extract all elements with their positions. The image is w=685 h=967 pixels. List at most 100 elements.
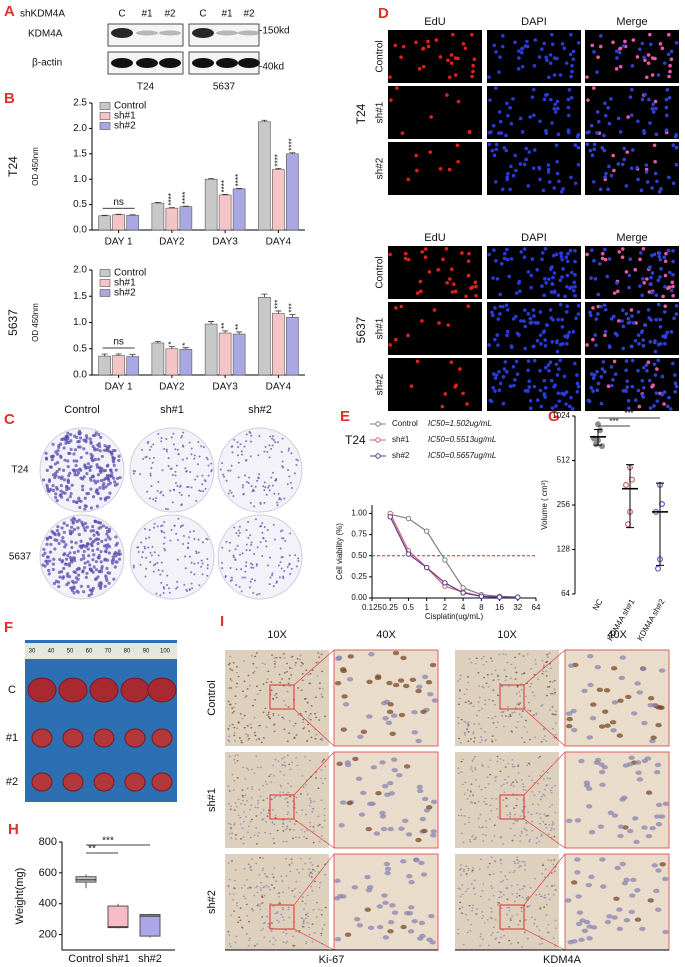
ihc-nucleus xyxy=(242,836,245,838)
ihc-nucleus xyxy=(257,834,260,837)
cell-nucleus xyxy=(568,52,573,57)
ihc-nucleus xyxy=(279,656,282,659)
ihc-nucleus xyxy=(472,867,475,869)
colony xyxy=(49,454,53,459)
cell-nucleus xyxy=(519,250,523,254)
ihc-nucleus xyxy=(464,734,467,736)
ihc-nucleus xyxy=(523,861,526,863)
ihc-nucleus xyxy=(531,791,534,793)
ihc-nucleus xyxy=(255,843,258,845)
side-label: T24 xyxy=(6,156,20,177)
ihc-nucleus xyxy=(257,903,260,905)
colony xyxy=(160,525,163,528)
microscopy-image xyxy=(388,142,482,195)
zoom-connector xyxy=(523,853,566,951)
ihc-nucleus xyxy=(273,823,276,826)
marker-label: -40kd xyxy=(259,62,284,73)
colony xyxy=(68,575,72,579)
colony xyxy=(257,454,260,457)
ihc-nucleus xyxy=(554,733,557,736)
ihc-nucleus xyxy=(253,834,256,837)
colony xyxy=(176,539,179,542)
colony xyxy=(250,541,253,544)
ihc-nucleus xyxy=(473,893,476,895)
cell-nucleus xyxy=(445,281,449,285)
cell-nucleus xyxy=(616,116,621,121)
ihc-nucleus xyxy=(513,807,516,809)
cell-nucleus xyxy=(508,106,512,110)
cell-nucleus xyxy=(507,274,512,279)
colony xyxy=(64,441,68,445)
ihc-nucleus xyxy=(587,682,594,688)
colony xyxy=(47,489,52,493)
ihc-nucleus xyxy=(471,904,474,907)
cell-nucleus xyxy=(658,317,663,322)
cell-nucleus xyxy=(600,367,605,371)
colony xyxy=(105,546,109,550)
cell-nucleus xyxy=(656,358,660,363)
cell-nucleus xyxy=(620,255,625,259)
ihc-nucleus xyxy=(243,803,246,806)
cell-nucleus xyxy=(671,181,676,186)
ihc-nucleus xyxy=(528,775,531,778)
ihc-nucleus xyxy=(542,778,545,780)
cell-nucleus xyxy=(542,41,547,46)
ihc-nucleus xyxy=(585,882,593,888)
cell-nucleus xyxy=(520,50,524,55)
cell-nucleus xyxy=(487,252,491,257)
ihc-nucleus xyxy=(281,764,284,766)
ihc-nucleus xyxy=(262,867,265,870)
colony xyxy=(261,522,264,525)
colony xyxy=(282,575,285,578)
cell-nucleus xyxy=(587,130,591,134)
colony xyxy=(146,490,149,493)
colony xyxy=(185,470,188,473)
cell-nucleus xyxy=(656,278,661,283)
ihc-nucleus xyxy=(509,784,512,786)
ihc-nucleus xyxy=(398,712,406,718)
ihc-nucleus xyxy=(302,786,305,789)
ihc-nucleus xyxy=(590,925,598,930)
ihc-nucleus xyxy=(292,725,295,727)
ihc-nucleus xyxy=(320,777,323,780)
colony xyxy=(225,479,228,482)
ihc-nucleus xyxy=(515,896,518,898)
ihc-nucleus xyxy=(607,810,614,816)
ihc-nucleus xyxy=(658,668,666,673)
ihc-nucleus xyxy=(606,914,613,919)
ihc-nucleus xyxy=(540,740,543,743)
ihc-nucleus xyxy=(389,731,396,736)
colony xyxy=(221,567,224,570)
colony xyxy=(144,456,147,459)
ihc-nucleus xyxy=(317,787,320,790)
ihc-nucleus xyxy=(344,762,352,768)
ihc-nucleus xyxy=(247,734,250,736)
cell-nucleus xyxy=(548,53,553,57)
colony xyxy=(57,475,61,480)
cell-nucleus xyxy=(633,339,638,343)
ihc-nucleus xyxy=(247,674,250,677)
colony xyxy=(103,549,108,553)
ihc-nucleus xyxy=(250,818,253,821)
ihc-nucleus xyxy=(302,919,305,922)
ihc-nucleus xyxy=(228,687,231,689)
ihc-nucleus xyxy=(287,887,290,889)
ihc-nucleus xyxy=(250,858,253,860)
colony xyxy=(245,440,248,443)
ihc-nucleus xyxy=(246,787,249,790)
significance-label: **** xyxy=(234,174,243,186)
ihc-nucleus xyxy=(467,730,470,733)
ihc-nucleus xyxy=(304,917,307,920)
cell-nucleus xyxy=(653,56,657,61)
ihc-nucleus xyxy=(268,775,271,778)
ihc-nucleus xyxy=(312,909,315,911)
cell-nucleus xyxy=(571,57,576,62)
ihc-nucleus xyxy=(232,893,235,895)
colony xyxy=(206,574,209,577)
cell-nucleus xyxy=(542,97,547,102)
cell-line-label: 5637 xyxy=(213,82,236,93)
colony xyxy=(88,468,92,472)
cell-nucleus xyxy=(406,177,411,182)
cell-nucleus xyxy=(649,275,653,280)
cell-line-label: T24 xyxy=(354,103,368,124)
